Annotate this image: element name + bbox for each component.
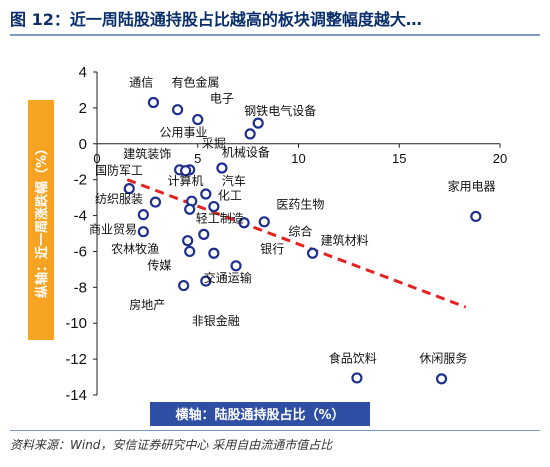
point-label: 房地产: [129, 297, 165, 312]
data-point: [244, 128, 256, 140]
point-label: 传媒: [147, 257, 171, 272]
point-label: 家用电器: [448, 178, 496, 193]
point-label: 交通运输: [204, 270, 252, 285]
point-label: 纺织服装: [95, 192, 143, 206]
data-point: [184, 203, 196, 215]
x-tick-label: 15: [392, 151, 406, 166]
y-tick-label: -8: [74, 279, 87, 296]
y-tick-label: -4: [74, 208, 87, 225]
data-point: [184, 245, 196, 258]
y-tick-label: -6: [74, 243, 87, 260]
data-point: [192, 113, 204, 126]
point-label: 采掘: [202, 135, 226, 150]
y-tick-label: -10: [65, 315, 87, 332]
y-tick-label: -14: [65, 387, 87, 404]
figure-title: 图 12：近一周陆股通持股占比越高的板块调整幅度越大…: [10, 10, 422, 29]
x-tick-label: 20: [493, 151, 507, 166]
x-axis-label-box: [150, 402, 370, 426]
point-label: 汽车: [222, 173, 246, 188]
point-label: 医药生物: [276, 197, 324, 211]
data-point: [147, 96, 160, 109]
point-label: 休闲服务: [419, 351, 467, 366]
point-label: 有色金属: [172, 74, 220, 89]
data-point: [137, 226, 149, 238]
point-label: 综合: [288, 223, 312, 238]
point-label: 轻工制造: [196, 212, 244, 226]
x-tick-label: 5: [194, 151, 201, 166]
data-point: [178, 279, 190, 292]
point-label: 电气设备: [268, 103, 316, 118]
x-tick-label: 10: [291, 151, 305, 166]
point-label: 国防军工: [95, 162, 143, 177]
data-point: [180, 165, 192, 177]
data-point: [198, 228, 210, 240]
point-label: 建筑材料: [321, 232, 369, 247]
y-axis-label-box: [28, 100, 54, 340]
y-tick-label: -12: [65, 351, 87, 368]
y-tick-label: -2: [74, 172, 87, 189]
data-point: [307, 247, 319, 259]
data-point: [208, 200, 220, 213]
point-label: 农林牧渔: [111, 242, 159, 256]
point-label: 化工: [218, 188, 242, 202]
data-point: [149, 196, 162, 208]
data-point: [230, 260, 242, 272]
point-label: 非银金融: [192, 313, 240, 328]
y-tick-label: 0: [79, 136, 87, 153]
x-tick-label: 0: [93, 151, 100, 166]
data-point: [470, 210, 482, 223]
source-note: 资料来源：Wind，安信证券研究中心 采用自由流通市值占比: [10, 438, 333, 452]
point-label: 公用事业: [159, 126, 207, 140]
x-axis-label: 横轴：陆股通持股占比（%）: [175, 407, 344, 423]
point-label: 机械设备: [222, 144, 270, 159]
point-label: 钢铁: [244, 104, 268, 118]
y-tick-label: 4: [79, 64, 87, 81]
data-point: [258, 216, 270, 228]
point-label: 通信: [129, 75, 153, 89]
point-label: 银行: [260, 242, 284, 256]
data-point: [123, 183, 135, 195]
point-label: 计算机: [168, 173, 204, 188]
data-point: [238, 217, 250, 229]
point-label: 建筑装饰: [123, 146, 171, 161]
point-label: 食品饮料: [329, 351, 377, 366]
data-point: [200, 275, 212, 287]
y-tick-label: 2: [79, 100, 87, 117]
data-point: [252, 117, 264, 129]
data-point: [182, 235, 194, 247]
y-axis-label: 纵轴：近一周涨跌幅（%）: [34, 142, 50, 298]
point-label: 商业贸易: [89, 222, 137, 237]
data-point: [435, 373, 448, 385]
data-point: [351, 372, 363, 384]
point-label: 电子: [210, 92, 234, 106]
title-divider: [10, 34, 540, 36]
data-point: [172, 104, 184, 116]
data-point: [216, 162, 228, 174]
data-point: [200, 188, 212, 200]
source-divider: [10, 430, 540, 431]
trend-line: [126, 178, 467, 309]
data-point: [208, 247, 220, 259]
data-point: [137, 209, 149, 221]
